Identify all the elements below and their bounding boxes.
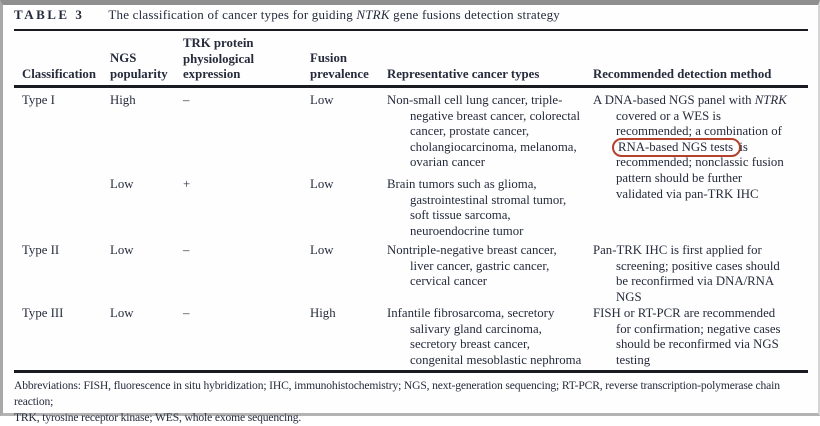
trk-expression-cell: – — [183, 93, 190, 107]
abbreviations-footnote: Abbreviations: FISH, fluorescence in sit… — [14, 379, 780, 424]
ngs-popularity-cell: Low — [110, 306, 134, 320]
fusion-prevalence-cell: High — [310, 306, 336, 320]
detection-method-cell: FISH or RT-PCR are recommended for confi… — [593, 306, 781, 367]
header-cancer-types: Representative cancer types — [387, 67, 540, 81]
red-circle-annotation: RNA-based NGS tests — [612, 137, 742, 157]
cancer-types-cell: Infantile fibrosarcoma, secretory saliva… — [387, 306, 582, 367]
cancer-types-cell: Nontriple-negative breast cancer, liver … — [387, 243, 557, 289]
detection-method-cell: A DNA-based NGS panel with NTRK covered … — [593, 93, 820, 202]
classification-cell: Type III — [22, 306, 64, 320]
method-text: covered or a WES is recommended; a combi… — [616, 108, 782, 139]
rule-below-title — [14, 29, 808, 31]
fusion-prevalence-cell: Low — [310, 93, 334, 107]
table-title: TABLE 3 The classification of cancer type… — [14, 7, 560, 23]
classification-cell: Type I — [22, 93, 55, 107]
cancer-types-cell: Brain tumors such as glioma, gastrointes… — [387, 177, 567, 238]
method-text: A DNA-based NGS panel with — [593, 93, 755, 107]
fusion-prevalence-cell: Low — [310, 177, 334, 191]
trk-expression-cell: – — [183, 306, 190, 320]
header-ngs-popularity: NGS popularity — [110, 51, 168, 81]
ngs-popularity-cell: Low — [110, 243, 134, 257]
ngs-popularity-cell: Low — [110, 177, 134, 191]
header-fusion-prevalence: Fusion prevalence — [310, 51, 369, 81]
caption-text-after-gene: gene fusions detection strategy — [389, 7, 560, 22]
table-caption: The classification of cancer types for g… — [108, 7, 560, 22]
rule-above-footnote — [14, 370, 808, 373]
scanned-table-frame — [0, 0, 820, 416]
header-classification: Classification — [22, 67, 96, 81]
header-trk-expression: TRK protein physiological expression — [183, 36, 255, 82]
rule-below-header — [14, 85, 808, 88]
trk-expression-cell: – — [183, 243, 190, 257]
detection-method-cell: Pan-TRK IHC is first applied for screeni… — [593, 243, 780, 304]
classification-cell: Type II — [22, 243, 60, 257]
header-detection-method: Recommended detection method — [593, 67, 772, 81]
table-number-label: TABLE 3 — [14, 7, 85, 22]
ngs-popularity-cell: High — [110, 93, 136, 107]
fusion-prevalence-cell: Low — [310, 243, 334, 257]
trk-expression-cell: + — [183, 177, 191, 191]
method-text: is recommended; nonclassic fusion patter… — [616, 139, 784, 201]
caption-text-before-gene: The classification of cancer types for g… — [108, 7, 357, 22]
cancer-types-cell: Non-small cell lung cancer, triple- nega… — [387, 93, 581, 170]
gene-name-italic: NTRK — [356, 7, 390, 22]
gene-name-italic: NTRK — [754, 93, 787, 107]
